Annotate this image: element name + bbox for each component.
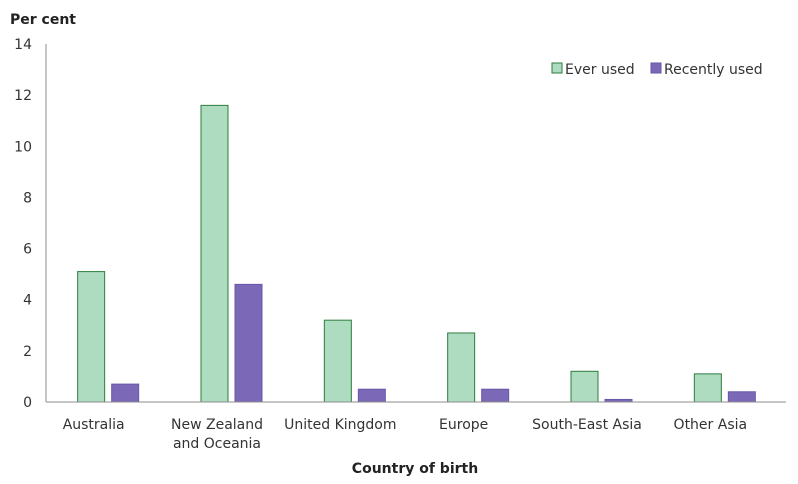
legend-label: Ever used [565,62,635,78]
y-tick-label: 10 [14,139,32,155]
bar-ever-used [323,319,352,403]
legend-swatch [551,62,563,74]
y-tick-label: 6 [23,242,32,258]
y-tick-label: 2 [23,344,32,360]
legend-swatch [650,62,662,74]
bar-ever-used [77,271,106,403]
bar-recently-used [234,283,263,403]
x-tick-label: Europe [439,417,488,433]
bar-recently-used [481,388,510,403]
x-tick-label: Other Asia [674,417,748,433]
legend: Ever used Recently used [551,62,763,78]
bar-ever-used [200,104,229,403]
y-tick-label: 14 [14,37,32,53]
bar-ever-used [693,373,722,403]
legend-label: Recently used [664,62,763,78]
x-axis: Australia New Zealand and Oceania United Ki… [63,417,747,452]
x-tick-label: South-East Asia [532,417,642,433]
bar-series [77,104,756,403]
bar-recently-used [357,388,386,403]
x-tick-label: New Zealand and Oceania [171,417,263,452]
y-axis: 0 2 4 6 8 10 12 14 [14,37,32,411]
x-tick-label: United Kingdom [284,417,396,433]
bar-ever-used [447,332,476,403]
y-axis-title: Per cent [10,12,76,28]
y-tick-label: 0 [23,395,32,411]
bar-recently-used [727,391,756,403]
bar-ever-used [570,370,599,403]
y-tick-label: 4 [23,293,32,309]
y-tick-label: 12 [14,88,32,104]
y-tick-label: 8 [23,190,32,206]
axis-lines [45,44,786,403]
bar-recently-used [111,383,140,403]
x-tick-label: Australia [63,417,125,433]
x-axis-title: Country of birth [352,461,478,477]
